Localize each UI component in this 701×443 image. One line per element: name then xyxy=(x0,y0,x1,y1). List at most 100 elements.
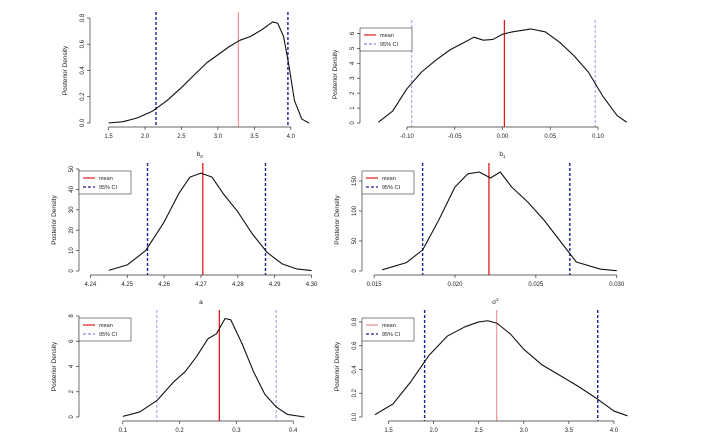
x-tick-label: 3.0 xyxy=(214,134,223,140)
x-axis-label-subscript: 1 xyxy=(503,154,506,159)
legend-ci-label: 95% CI xyxy=(382,332,401,338)
y-tick-label: 0 xyxy=(69,415,75,419)
x-axis-label: b1 xyxy=(499,151,506,159)
y-tick-label: 40 xyxy=(69,185,75,192)
panel-4: 0.015 0.020 0.025 0.030 0 50 100 150 Posterior D… xyxy=(334,163,625,306)
x-axis-label-subscript: 0 xyxy=(200,154,203,159)
legend-box xyxy=(361,317,415,342)
density-curve xyxy=(382,171,617,272)
x-tick-label: -0.10 xyxy=(400,134,414,140)
y-tick-label: 1 xyxy=(350,106,356,110)
x-tick-label: 0.1 xyxy=(119,428,128,434)
x-tick-label: 0.030 xyxy=(609,282,625,288)
legend-mean-label: mean xyxy=(380,33,394,39)
y-tick-label: 0.2 xyxy=(80,92,86,101)
y-tick-label: 50 xyxy=(69,165,75,172)
x-axis-label-main: b xyxy=(499,151,503,158)
y-tick-label: 4 xyxy=(350,61,356,65)
y-tick-label: 10 xyxy=(69,247,75,254)
x-tick-label: 2.5 xyxy=(475,428,484,434)
x-tick-label: -0.05 xyxy=(448,134,462,140)
y-tick-label: 50 xyxy=(352,237,358,244)
y-axis-label: Posterior Density xyxy=(51,195,58,245)
x-tick-label: 2.5 xyxy=(177,134,186,140)
legend: mean 95% CI xyxy=(361,317,415,342)
y-axis-label: Posterior Density xyxy=(51,341,58,391)
legend: mean 95% CI xyxy=(78,170,132,195)
x-tick-label: 4.27 xyxy=(195,282,207,288)
x-tick-label: 3.0 xyxy=(520,428,529,434)
y-tick-label: 0.4 xyxy=(352,365,358,374)
legend-box xyxy=(78,170,132,195)
x-tick-label: 3.5 xyxy=(250,134,259,140)
x-tick-label: 4.25 xyxy=(121,282,133,288)
y-tick-label: 0 xyxy=(350,121,356,125)
y-tick-label: 8 xyxy=(69,314,75,318)
y-tick-label: 0 xyxy=(352,269,358,273)
y-tick-label: 3 xyxy=(350,76,356,80)
legend-mean-label: mean xyxy=(382,323,396,329)
x-tick-label: 4.26 xyxy=(158,282,170,288)
legend-ci-label: 95% CI xyxy=(380,42,399,48)
y-tick-label: 0.8 xyxy=(80,13,86,22)
y-tick-label: 0.6 xyxy=(352,341,358,350)
y-axis-label: Posterior Density xyxy=(332,49,339,99)
x-axis-label-superscript: 2 xyxy=(496,297,499,302)
x-axis-label: a xyxy=(199,299,203,306)
y-tick-label: 0 xyxy=(69,269,75,273)
x-tick-label: 0.4 xyxy=(289,428,298,434)
x-tick-label: 3.5 xyxy=(565,428,574,434)
y-tick-label: 0.2 xyxy=(352,388,358,397)
legend-ci-label: 95% CI xyxy=(99,332,118,338)
x-tick-label: 4.29 xyxy=(269,282,281,288)
density-curve xyxy=(108,21,310,124)
y-axis-label: Posterior Density xyxy=(62,45,69,95)
panel-2: -0.10 -0.05 0.00 0.05 0.10 0 1 2 3 4 5 6 Posterior D… xyxy=(332,20,627,159)
x-tick-label: 2.0 xyxy=(429,428,438,434)
density-curve xyxy=(122,317,305,418)
x-axis-label-main: a xyxy=(199,299,203,306)
density-curve xyxy=(377,28,627,123)
x-tick-label: 0.3 xyxy=(232,428,241,434)
legend: mean 95% CI xyxy=(359,27,413,52)
legend: mean 95% CI xyxy=(78,317,132,342)
x-tick-label: 4.0 xyxy=(287,134,296,140)
panel-6: 1.5 2.0 2.5 3.0 3.5 4.0 0.0 0.2 0.4 0.6 0.8 Posteri… xyxy=(334,310,628,434)
y-tick-label: 100 xyxy=(352,205,358,216)
panel-1: 1.5 2.0 2.5 3.0 3.5 4.0 0.0 0.2 0.4 0.6 0.8 Posteri… xyxy=(62,12,310,159)
y-tick-label: 6 xyxy=(69,339,75,343)
legend-ci-label: 95% CI xyxy=(99,185,118,191)
y-tick-label: 0.6 xyxy=(80,39,86,48)
x-tick-label: 2.0 xyxy=(141,134,150,140)
y-tick-label: 30 xyxy=(69,206,75,213)
x-tick-label: 0.10 xyxy=(592,134,604,140)
x-tick-label: 0.00 xyxy=(497,134,509,140)
y-tick-label: 150 xyxy=(352,175,358,186)
x-tick-label: 0.020 xyxy=(447,282,463,288)
x-tick-label: 4.0 xyxy=(610,428,619,434)
legend: mean 95% CI xyxy=(361,170,415,195)
legend-ci-label: 95% CI xyxy=(382,185,401,191)
x-tick-label: 1.5 xyxy=(384,428,393,434)
y-tick-label: 6 xyxy=(350,31,356,35)
panel-3: 4.24 4.25 4.26 4.27 4.28 4.29 4.30 0 10 20 30 40 50 P… xyxy=(51,163,318,306)
y-axis-label: Posterior Density xyxy=(334,195,341,245)
x-tick-label: 1.5 xyxy=(104,134,113,140)
y-tick-label: 0.4 xyxy=(80,66,86,75)
x-tick-label: 0.015 xyxy=(367,282,383,288)
density-curve xyxy=(108,172,312,272)
x-tick-label: 0.05 xyxy=(544,134,556,140)
x-tick-label: 4.28 xyxy=(232,282,244,288)
legend-mean-label: mean xyxy=(99,323,113,329)
panel-5: 0.1 0.2 0.3 0.4 0 2 4 6 8 Posterior Density mean 95… xyxy=(51,310,305,434)
y-tick-label: 4 xyxy=(69,364,75,368)
x-tick-label: 0.025 xyxy=(528,282,544,288)
y-tick-label: 5 xyxy=(350,46,356,50)
legend-box xyxy=(78,317,132,342)
x-axis-label-main: b xyxy=(197,151,201,158)
y-tick-label: 20 xyxy=(69,226,75,233)
y-tick-label: 0.0 xyxy=(80,118,86,127)
legend-mean-label: mean xyxy=(99,176,113,182)
x-axis-label-main: σ xyxy=(492,299,496,306)
